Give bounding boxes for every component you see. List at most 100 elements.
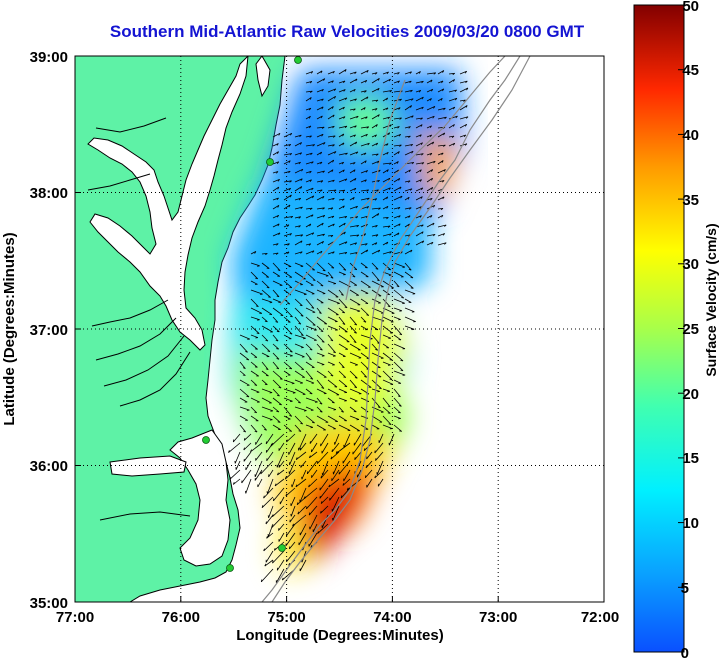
colorbar-tick-label: 35	[682, 192, 699, 209]
velocity-arrow-head	[410, 144, 413, 147]
velocity-arrow	[243, 442, 252, 451]
velocity-arrow	[283, 397, 293, 402]
velocity-arrow	[299, 523, 307, 536]
velocity-arrow-head	[320, 70, 323, 74]
chesapeake-bay	[87, 56, 249, 351]
velocity-arrow-head	[257, 265, 260, 267]
velocity-arrow	[263, 487, 274, 499]
velocity-arrow-head	[281, 577, 284, 581]
velocity-arrow-head	[309, 223, 312, 227]
colorbar-tick-label: 50	[682, 0, 699, 15]
velocity-arrow-head	[367, 197, 370, 201]
velocity-arrow	[426, 72, 436, 75]
velocity-arrow-head	[243, 437, 246, 441]
velocity-arrow-head	[266, 535, 268, 539]
velocity-arrow-head	[356, 234, 360, 237]
velocity-arrow-head	[397, 207, 401, 210]
velocity-arrow	[294, 361, 304, 370]
velocity-arrow	[327, 397, 335, 404]
velocity-arrow-head	[375, 349, 378, 351]
velocity-arrow	[305, 195, 314, 201]
velocity-arrow-head	[254, 366, 258, 368]
velocity-arrow-head	[388, 187, 391, 190]
velocity-arrow-head	[440, 208, 444, 211]
hf-radar-stations	[202, 56, 302, 572]
velocity-arrow	[327, 271, 334, 279]
velocity-arrow-head	[268, 296, 271, 298]
velocity-arrow-head	[311, 232, 315, 235]
velocity-arrow-head	[292, 523, 294, 527]
velocity-arrow	[294, 234, 303, 237]
velocity-arrow	[338, 361, 345, 368]
velocity-arrow-head	[365, 134, 368, 137]
velocity-arrow	[327, 71, 335, 75]
velocity-arrow	[382, 406, 391, 414]
velocity-arrow	[288, 460, 296, 474]
velocity-arrow-head	[410, 249, 413, 253]
velocity-arrow	[371, 361, 381, 369]
velocity-arrow	[360, 352, 370, 360]
velocity-arrow-head	[330, 207, 334, 210]
velocity-arrow	[276, 559, 285, 571]
velocity-arrow	[316, 397, 323, 405]
velocity-arrow-head	[442, 70, 445, 73]
velocity-arrow	[294, 186, 303, 192]
velocity-arrow	[349, 234, 359, 237]
velocity-arrow	[349, 352, 362, 359]
velocity-arrow-head	[232, 439, 235, 443]
velocity-arrow-head	[443, 144, 446, 147]
velocity-arrow-head	[365, 243, 368, 246]
velocity-arrow-head	[309, 207, 313, 211]
velocity-arrow	[393, 126, 400, 129]
velocity-arrow-head	[354, 242, 357, 245]
velocity-arrow	[349, 343, 361, 351]
velocity-arrow-head	[300, 315, 304, 317]
velocity-arrow-head	[343, 376, 346, 378]
velocity-arrow	[297, 505, 307, 515]
velocity-arrow	[305, 334, 317, 341]
velocity-arrow	[301, 469, 307, 480]
velocity-arrow	[393, 379, 402, 384]
velocity-arrow-head	[355, 216, 359, 219]
velocity-arrow-head	[309, 135, 312, 138]
velocity-arrow	[316, 151, 322, 156]
velocity-arrow	[404, 234, 411, 237]
velocity-arrow-head	[277, 151, 279, 154]
velocity-arrow	[305, 325, 317, 331]
velocity-arrow	[360, 243, 368, 246]
velocity-arrow-head	[464, 71, 468, 74]
velocity-arrow	[404, 150, 414, 156]
velocity-arrow	[327, 388, 340, 396]
velocity-arrow-head	[289, 286, 292, 289]
velocity-arrow-head	[389, 378, 393, 381]
velocity-arrow-head	[433, 72, 437, 75]
velocity-arrow-head	[320, 151, 323, 155]
velocity-arrow	[393, 195, 403, 201]
velocity-arrow	[294, 424, 302, 432]
velocity-arrow	[448, 142, 455, 147]
velocity-arrow	[261, 262, 270, 269]
velocity-arrow-head	[332, 114, 335, 118]
velocity-arrow	[272, 415, 281, 423]
velocity-arrow	[272, 214, 279, 219]
velocity-arrow-head	[261, 505, 264, 508]
velocity-arrow	[371, 424, 380, 430]
velocity-arrow-head	[260, 579, 263, 582]
velocity-arrow	[393, 415, 401, 419]
velocity-arrow	[349, 169, 356, 174]
velocity-arrow	[327, 262, 335, 269]
velocity-arrow-head	[334, 151, 337, 154]
velocity-arrow	[316, 406, 323, 413]
velocity-arrow-head	[429, 125, 432, 129]
velocity-arrow-head	[277, 186, 280, 190]
velocity-arrow	[382, 424, 393, 429]
velocity-arrow	[261, 298, 273, 303]
velocity-arrow-head	[257, 319, 260, 321]
velocity-arrow	[338, 106, 345, 111]
velocity-arrow	[360, 90, 367, 93]
velocity-arrow	[382, 225, 391, 228]
velocity-arrow	[371, 234, 379, 237]
velocity-arrow-head	[364, 152, 367, 156]
velocity-arrow-head	[277, 179, 280, 182]
velocity-arrow-head	[389, 90, 392, 93]
